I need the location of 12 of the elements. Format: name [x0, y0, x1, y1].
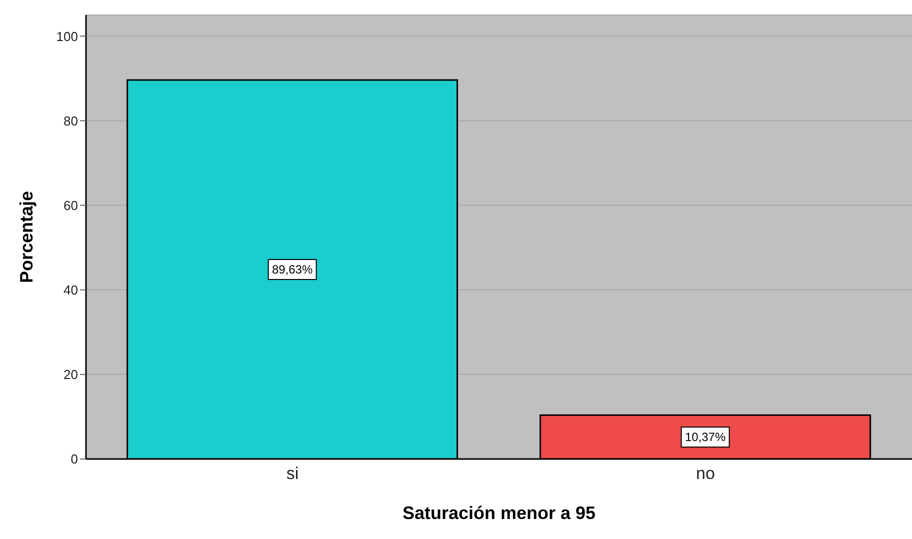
y-tick-label: 0	[70, 452, 78, 467]
x-axis-title: Saturación menor a 95	[402, 503, 596, 523]
data-label: 10,37%	[684, 430, 726, 444]
y-tick-label: 80	[64, 113, 78, 128]
y-tick-label: 20	[64, 367, 78, 382]
x-tick-label: si	[286, 464, 299, 484]
y-tick-label: 100	[56, 28, 78, 44]
y-axis-title: Porcentaje	[16, 190, 36, 284]
x-tick-label: no	[696, 464, 715, 484]
y-tick-label: 40	[64, 282, 78, 298]
data-label: 89,63%	[272, 262, 313, 276]
y-tick-label: 60	[64, 198, 78, 213]
